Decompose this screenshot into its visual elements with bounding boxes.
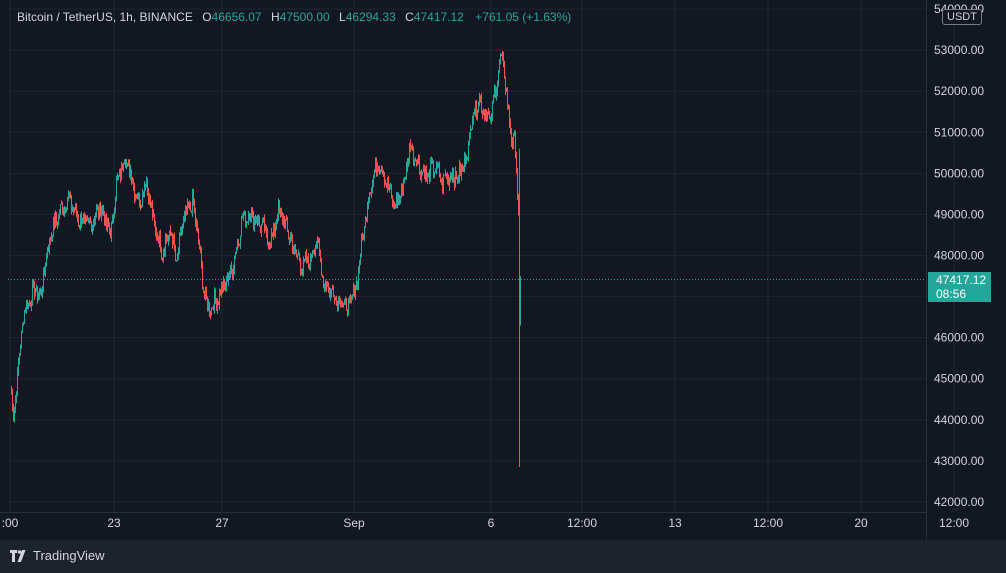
currency-badge[interactable]: USDT	[942, 9, 982, 25]
x-tick-label: 27	[215, 516, 229, 530]
chart-grid	[8, 0, 955, 512]
symbol-title[interactable]: Bitcoin / TetherUS, 1h, BINANCE	[17, 10, 193, 24]
y-tick-label: 44000.00	[934, 413, 984, 427]
last-price-tag: 47417.12 08:56	[928, 272, 991, 302]
high-value: 47500.00	[279, 10, 330, 24]
close-label: C	[405, 10, 414, 24]
time-axis[interactable]: :00 23 27 Sep 6 12:00 13 12:00 20 12:00	[0, 512, 969, 531]
tradingview-logo-icon	[10, 549, 26, 562]
bar-countdown: 08:56	[936, 287, 967, 301]
tradingview-brand: TradingView	[33, 548, 105, 563]
y-tick-label: 52000.00	[934, 84, 984, 98]
open-value: 46656.07	[211, 10, 262, 24]
y-tick-label: 48000.00	[934, 249, 984, 263]
y-tick-label: 46000.00	[934, 331, 984, 345]
candlestick-series	[11, 50, 521, 467]
x-tick-label: :00	[2, 516, 19, 530]
y-tick-label: 53000.00	[934, 43, 984, 57]
x-tick-label: Sep	[343, 516, 365, 530]
price-axis[interactable]: 42000.00 43000.00 44000.00 45000.00 46000.00…	[926, 0, 985, 540]
y-tick-label: 50000.00	[934, 166, 984, 180]
x-tick-label: 13	[668, 516, 682, 530]
symbol-legend[interactable]: Bitcoin / TetherUS, 1h, BINANCE O46656.0…	[17, 10, 571, 24]
x-tick-label: 12:00	[939, 516, 969, 530]
y-tick-label: 42000.00	[934, 495, 984, 509]
y-tick-label: 51000.00	[934, 125, 984, 139]
tradingview-logo[interactable]: TradingView	[10, 548, 105, 563]
close-value: 47417.12	[413, 10, 464, 24]
y-tick-label: 49000.00	[934, 207, 984, 221]
y-tick-label: 45000.00	[934, 372, 984, 386]
price-chart[interactable]: 42000.00 43000.00 44000.00 45000.00 46000.00…	[0, 0, 1006, 540]
change-value: +761.05 (+1.63%)	[475, 10, 572, 24]
low-label: L	[339, 10, 346, 24]
y-tick-label: 43000.00	[934, 454, 984, 468]
x-tick-label: 20	[854, 516, 868, 530]
x-tick-label: 12:00	[753, 516, 783, 530]
last-price-value: 47417.12	[936, 273, 987, 287]
low-value: 46294.33	[345, 10, 396, 24]
footer-bar: TradingView	[0, 540, 1006, 573]
high-label: H	[270, 10, 280, 24]
x-tick-label: 23	[107, 516, 121, 530]
x-tick-label: 6	[488, 516, 495, 530]
open-label: O	[202, 10, 212, 24]
x-tick-label: 12:00	[567, 516, 597, 530]
